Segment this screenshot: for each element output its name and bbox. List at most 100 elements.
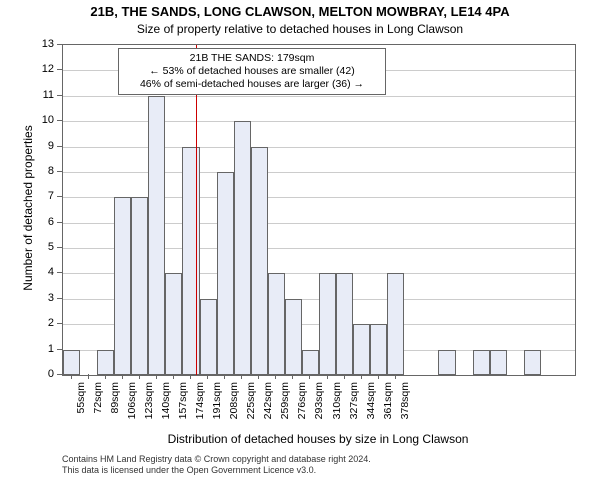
histogram-bar	[336, 273, 353, 375]
ytick-label: 12	[24, 63, 54, 75]
histogram-bar	[131, 197, 148, 375]
x-axis-label: Distribution of detached houses by size …	[62, 432, 574, 446]
ytick-label: 13	[24, 38, 54, 50]
xtick-label: 106sqm	[126, 382, 138, 419]
y-axis-label: Number of detached properties	[21, 98, 35, 318]
chart-title-main: 21B, THE SANDS, LONG CLAWSON, MELTON MOW…	[0, 4, 600, 19]
xtick-label: 123sqm	[143, 382, 155, 419]
histogram-bar	[97, 350, 114, 375]
histogram-bar	[148, 96, 165, 375]
xtick-mark	[258, 374, 259, 379]
xtick-label: 225sqm	[245, 382, 257, 419]
histogram-bar	[370, 324, 387, 375]
ytick-mark	[57, 146, 62, 147]
annotation-box: 21B THE SANDS: 179sqm ← 53% of detached …	[118, 48, 386, 95]
xtick-mark	[122, 374, 123, 379]
ytick-label: 11	[24, 89, 54, 101]
histogram-bar	[114, 197, 131, 375]
ytick-mark	[57, 95, 62, 96]
histogram-bar	[319, 273, 336, 375]
xtick-label: 89sqm	[109, 382, 121, 414]
footnote: Contains HM Land Registry data © Crown c…	[62, 454, 371, 477]
xtick-mark	[395, 374, 396, 379]
histogram-bar	[438, 350, 455, 375]
histogram-bar	[165, 273, 182, 375]
ytick-label: 3	[24, 292, 54, 304]
histogram-bar	[353, 324, 370, 375]
xtick-mark	[173, 374, 174, 379]
histogram-bar	[285, 299, 302, 375]
ytick-mark	[57, 272, 62, 273]
ytick-label: 4	[24, 266, 54, 278]
xtick-label: 55sqm	[75, 382, 87, 414]
ytick-label: 2	[24, 317, 54, 329]
histogram-bar	[387, 273, 404, 375]
ytick-mark	[57, 349, 62, 350]
xtick-label: 327sqm	[348, 382, 360, 419]
xtick-mark	[275, 374, 276, 379]
gridline	[63, 96, 575, 97]
histogram-bar	[251, 147, 268, 375]
chart-title-sub: Size of property relative to detached ho…	[0, 22, 600, 36]
xtick-mark	[156, 374, 157, 379]
ytick-label: 10	[24, 114, 54, 126]
histogram-bar	[490, 350, 507, 375]
ytick-mark	[57, 120, 62, 121]
xtick-mark	[71, 374, 72, 379]
gridline	[63, 172, 575, 173]
xtick-mark	[327, 374, 328, 379]
ytick-label: 9	[24, 140, 54, 152]
histogram-bar	[268, 273, 285, 375]
ytick-label: 1	[24, 343, 54, 355]
xtick-mark	[361, 374, 362, 379]
xtick-mark	[139, 374, 140, 379]
ytick-mark	[57, 323, 62, 324]
ytick-mark	[57, 298, 62, 299]
histogram-bar	[63, 350, 80, 375]
xtick-mark	[241, 374, 242, 379]
xtick-label: 157sqm	[177, 382, 189, 419]
ytick-mark	[57, 171, 62, 172]
xtick-mark	[105, 374, 106, 379]
xtick-label: 344sqm	[365, 382, 377, 419]
gridline	[63, 147, 575, 148]
xtick-label: 259sqm	[279, 382, 291, 419]
xtick-mark	[224, 374, 225, 379]
histogram-bar	[217, 172, 234, 375]
xtick-label: 276sqm	[296, 382, 308, 419]
xtick-label: 140sqm	[160, 382, 172, 419]
histogram-bar	[200, 299, 217, 375]
ytick-mark	[57, 69, 62, 70]
xtick-label: 378sqm	[399, 382, 411, 419]
ytick-label: 7	[24, 190, 54, 202]
histogram-bar	[473, 350, 490, 375]
xtick-mark	[88, 374, 89, 379]
xtick-mark	[292, 374, 293, 379]
chart-wrapper: 21B, THE SANDS, LONG CLAWSON, MELTON MOW…	[0, 0, 600, 500]
xtick-mark	[378, 374, 379, 379]
annotation-line-1: 21B THE SANDS: 179sqm	[125, 52, 379, 65]
histogram-bar	[524, 350, 541, 375]
ytick-mark	[57, 222, 62, 223]
xtick-mark	[190, 374, 191, 379]
xtick-label: 361sqm	[382, 382, 394, 419]
footnote-line-1: Contains HM Land Registry data © Crown c…	[62, 454, 371, 465]
xtick-label: 208sqm	[228, 382, 240, 419]
xtick-label: 310sqm	[331, 382, 343, 419]
annotation-line-2: ← 53% of detached houses are smaller (42…	[125, 65, 379, 78]
ytick-mark	[57, 44, 62, 45]
ytick-label: 8	[24, 165, 54, 177]
histogram-bar	[302, 350, 319, 375]
footnote-line-2: This data is licensed under the Open Gov…	[62, 465, 371, 476]
xtick-mark	[309, 374, 310, 379]
xtick-label: 72sqm	[92, 382, 104, 414]
ytick-mark	[57, 247, 62, 248]
ytick-mark	[57, 374, 62, 375]
xtick-label: 242sqm	[262, 382, 274, 419]
xtick-mark	[207, 374, 208, 379]
ytick-label: 0	[24, 368, 54, 380]
annotation-line-3: 46% of semi-detached houses are larger (…	[125, 78, 379, 91]
histogram-bar	[234, 121, 251, 375]
xtick-label: 174sqm	[194, 382, 206, 419]
xtick-mark	[344, 374, 345, 379]
